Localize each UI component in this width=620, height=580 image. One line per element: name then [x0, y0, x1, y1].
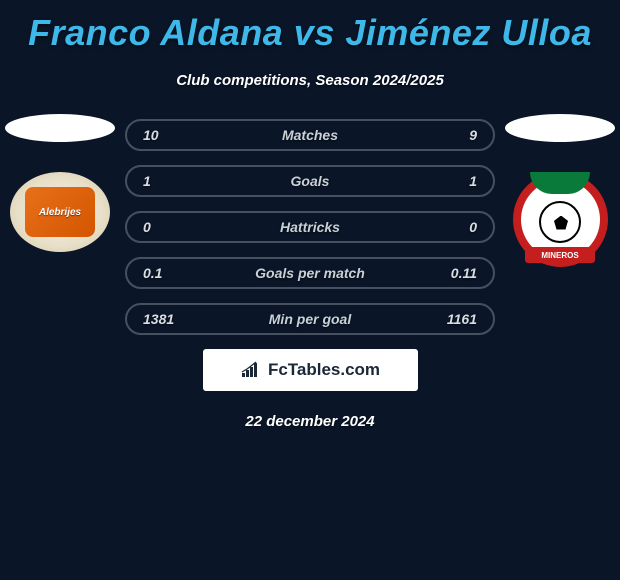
stat-row: 0.1 Goals per match 0.11 [125, 257, 495, 289]
stat-label: Min per goal [269, 311, 351, 327]
stat-label: Hattricks [280, 219, 340, 235]
right-crest-label: MINEROS [525, 247, 595, 263]
left-club-crest: Alebrijes [10, 172, 110, 252]
stat-row: 0 Hattricks 0 [125, 211, 495, 243]
brand-text: FcTables.com [268, 360, 380, 380]
right-club-crest: MINEROS [513, 172, 608, 267]
stat-row: 1381 Min per goal 1161 [125, 303, 495, 335]
page-title: Franco Aldana vs Jiménez Ulloa [0, 0, 620, 54]
stat-right-value: 9 [469, 127, 477, 143]
stat-label: Matches [282, 127, 338, 143]
stat-left-value: 1381 [143, 311, 174, 327]
stat-left-value: 1 [143, 173, 151, 189]
bar-chart-icon [240, 361, 262, 379]
subtitle: Club competitions, Season 2024/2025 [0, 72, 620, 89]
flag-oval-right [505, 114, 615, 142]
stat-row: 10 Matches 9 [125, 119, 495, 151]
left-player-column: Alebrijes [5, 114, 115, 252]
right-player-column: MINEROS [505, 114, 615, 267]
crest-top-shape [530, 172, 590, 194]
stat-row: 1 Goals 1 [125, 165, 495, 197]
flag-oval-left [5, 114, 115, 142]
stat-left-value: 0.1 [143, 265, 162, 281]
stat-label: Goals per match [255, 265, 365, 281]
date-text: 22 december 2024 [0, 413, 620, 430]
stat-right-value: 0.11 [451, 265, 477, 281]
stats-table: 10 Matches 9 1 Goals 1 0 Hattricks 0 0.1… [125, 119, 495, 335]
stat-right-value: 1 [469, 173, 477, 189]
stat-right-value: 0 [469, 219, 477, 235]
stat-left-value: 0 [143, 219, 151, 235]
brand-box: FcTables.com [203, 349, 418, 391]
comparison-panel: Alebrijes MINEROS 10 Matches 9 1 Goals 1… [0, 119, 620, 430]
stat-right-value: 1161 [447, 311, 477, 327]
left-crest-label: Alebrijes [25, 187, 95, 237]
soccer-ball-icon [539, 201, 581, 243]
stat-label: Goals [291, 173, 330, 189]
stat-left-value: 10 [143, 127, 159, 143]
